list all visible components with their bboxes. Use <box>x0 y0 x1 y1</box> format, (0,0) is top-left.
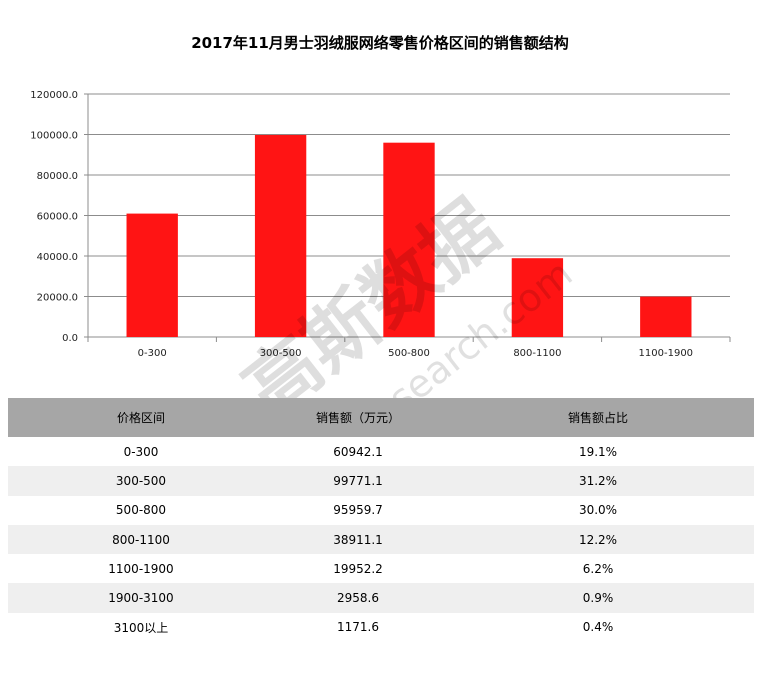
cell-price-range: 500-800 <box>8 495 274 525</box>
cell-share: 0.4% <box>442 612 754 643</box>
table-row: 300-500 99771.1 31.2% <box>8 466 754 496</box>
cell-price-range: 300-500 <box>8 466 274 496</box>
y-tick-label: 80000.0 <box>37 171 78 182</box>
y-tick-label: 0.0 <box>62 333 78 344</box>
cell-share: 30.0% <box>442 495 754 525</box>
y-tick-label: 120000.0 <box>30 90 78 101</box>
x-tick-label: 0-300 <box>138 348 167 359</box>
bar <box>254 134 307 337</box>
cell-sales: 2958.6 <box>274 583 442 613</box>
y-tick-label: 100000.0 <box>30 131 78 142</box>
cell-sales: 95959.7 <box>274 495 442 525</box>
cell-price-range: 800-1100 <box>8 524 274 555</box>
cell-share: 12.2% <box>442 524 754 555</box>
cell-sales: 1171.6 <box>274 612 442 643</box>
table-row: 800-1100 38911.1 12.2% <box>8 524 754 555</box>
bar <box>383 142 435 337</box>
cell-share: 19.1% <box>442 437 754 467</box>
bar-chart: 0.0 20000.0 40000.0 60000.0 80000.0 100000.0 1… <box>30 90 731 359</box>
x-tick-label: 300-500 <box>260 348 302 359</box>
table-row: 1900-3100 2958.6 0.9% <box>8 583 754 613</box>
cell-sales: 99771.1 <box>274 466 442 496</box>
x-tick-label: 800-1100 <box>513 348 561 359</box>
header-sales: 销售额（万元） <box>274 398 442 437</box>
cell-sales: 19952.2 <box>274 554 442 584</box>
cell-price-range: 1100-1900 <box>8 554 274 584</box>
cell-sales: 60942.1 <box>274 437 442 467</box>
bar <box>640 296 692 337</box>
cell-sales: 38911.1 <box>274 524 442 555</box>
y-tick-label: 20000.0 <box>37 293 78 304</box>
data-table: 价格区间 销售额（万元） 销售额占比 0-300 60942.1 19.1% 3… <box>8 398 754 643</box>
bar <box>126 213 178 337</box>
y-tick-label: 60000.0 <box>37 212 78 223</box>
cell-share: 31.2% <box>442 466 754 496</box>
y-tick-label: 40000.0 <box>37 252 78 263</box>
table-row: 0-300 60942.1 19.1% <box>8 437 754 467</box>
chart-title: 2017年11月男士羽绒服网络零售价格区间的销售额结构 <box>191 34 569 52</box>
cell-price-range: 3100以上 <box>8 612 274 643</box>
bars <box>126 134 692 337</box>
cell-share: 0.9% <box>442 583 754 613</box>
x-tick-label: 1100-1900 <box>639 348 694 359</box>
x-tick-labels: 0-300 300-500 500-800 800-1100 1100-1900 <box>138 348 693 359</box>
table-row: 1100-1900 19952.2 6.2% <box>8 554 754 584</box>
cell-share: 6.2% <box>442 554 754 584</box>
table-row: 500-800 95959.7 30.0% <box>8 495 754 525</box>
header-share: 销售额占比 <box>442 398 754 437</box>
cell-price-range: 0-300 <box>8 437 274 467</box>
table-header-row: 价格区间 销售额（万元） 销售额占比 <box>8 398 754 437</box>
header-price-range: 价格区间 <box>8 398 274 437</box>
table-row: 3100以上 1171.6 0.4% <box>8 612 754 643</box>
bar <box>511 258 564 337</box>
x-tick-label: 500-800 <box>388 348 430 359</box>
y-tick-labels: 0.0 20000.0 40000.0 60000.0 80000.0 100000.0 1… <box>30 90 78 344</box>
cell-price-range: 1900-3100 <box>8 583 274 613</box>
